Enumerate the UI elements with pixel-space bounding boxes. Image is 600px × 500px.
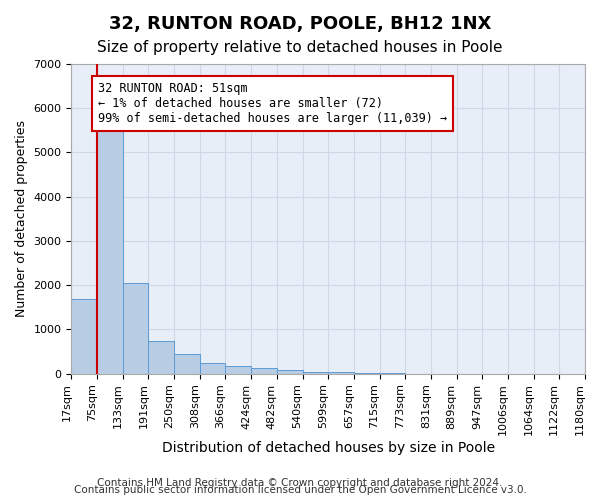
Text: Contains HM Land Registry data © Crown copyright and database right 2024.: Contains HM Land Registry data © Crown c… [97, 478, 503, 488]
Text: 32 RUNTON ROAD: 51sqm
← 1% of detached houses are smaller (72)
99% of semi-detac: 32 RUNTON ROAD: 51sqm ← 1% of detached h… [98, 82, 447, 124]
Bar [277, 370, 302, 374]
Text: Size of property relative to detached houses in Poole: Size of property relative to detached ho… [97, 40, 503, 55]
Bar [302, 372, 328, 374]
Bar [226, 366, 251, 374]
Y-axis label: Number of detached properties: Number of detached properties [15, 120, 28, 318]
Bar [328, 372, 354, 374]
X-axis label: Distribution of detached houses by size in Poole: Distribution of detached houses by size … [161, 441, 495, 455]
Bar [251, 368, 277, 374]
Text: 32, RUNTON ROAD, POOLE, BH12 1NX: 32, RUNTON ROAD, POOLE, BH12 1NX [109, 15, 491, 33]
Bar [123, 283, 148, 374]
Bar [97, 120, 123, 374]
Bar [174, 354, 200, 374]
Text: Contains public sector information licensed under the Open Government Licence v3: Contains public sector information licen… [74, 485, 526, 495]
Bar [71, 298, 97, 374]
Bar [148, 340, 174, 374]
Bar [354, 373, 380, 374]
Bar [200, 362, 226, 374]
